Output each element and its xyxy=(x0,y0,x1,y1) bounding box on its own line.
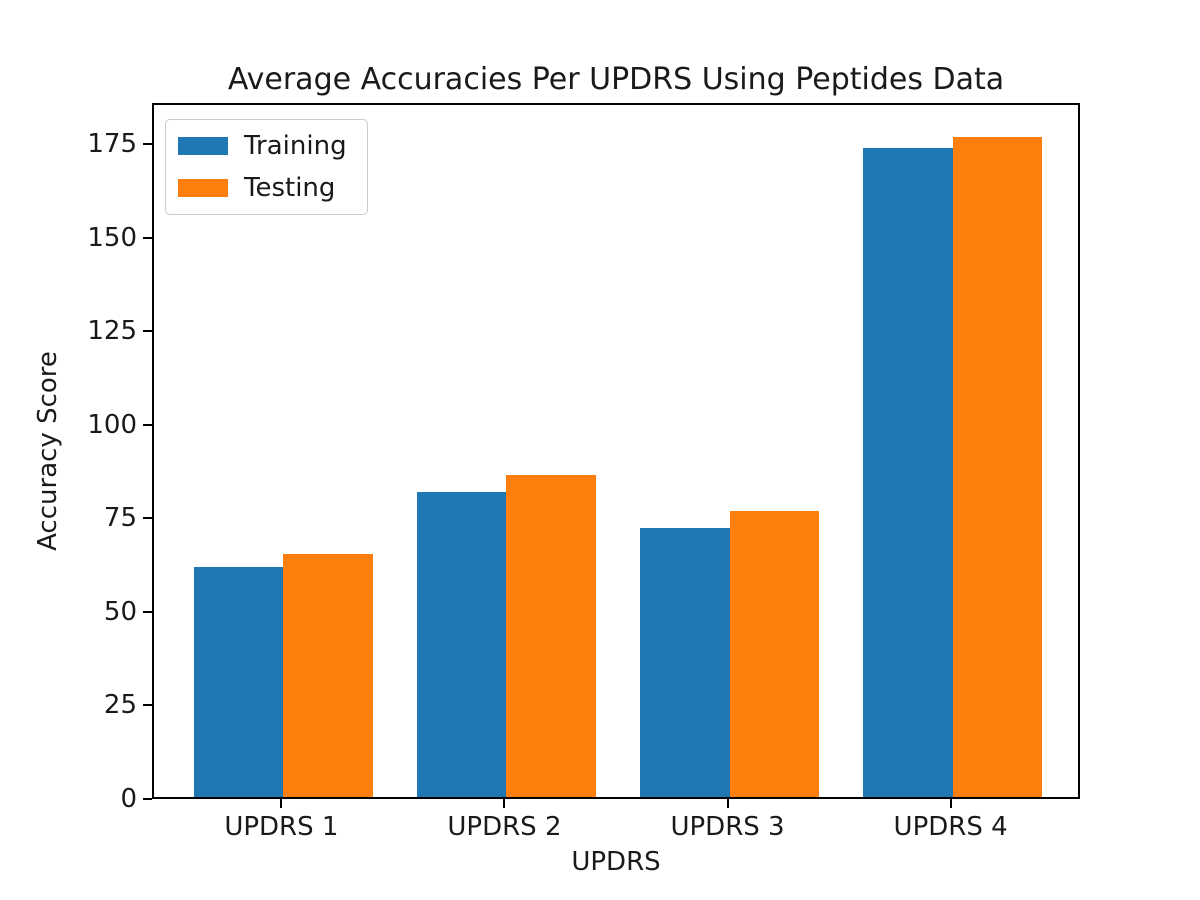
bar-testing-updrs-3 xyxy=(729,510,819,797)
legend-swatch-testing xyxy=(178,179,228,197)
y-tick-label: 25 xyxy=(103,690,137,721)
y-tick-mark xyxy=(143,517,152,520)
x-tick-label-updrs-4: UPDRS 4 xyxy=(893,812,1008,842)
y-tick-label: 100 xyxy=(87,409,137,440)
x-tick-label-updrs-3: UPDRS 3 xyxy=(670,812,785,842)
y-tick-label: 175 xyxy=(87,129,137,160)
y-tick-mark xyxy=(143,423,152,426)
legend-swatch-training xyxy=(178,137,228,155)
bar-testing-updrs-4 xyxy=(952,136,1042,797)
y-tick-label: 150 xyxy=(87,222,137,253)
bar-training-updrs-1 xyxy=(194,566,284,797)
bar-testing-updrs-2 xyxy=(506,475,596,797)
y-tick-label: 0 xyxy=(120,784,137,814)
y-tick-label: 125 xyxy=(87,316,137,347)
x-axis-label: UPDRS xyxy=(571,847,661,877)
bar-testing-updrs-1 xyxy=(283,553,373,797)
y-tick-label: 75 xyxy=(103,503,137,534)
bar-training-updrs-3 xyxy=(640,527,730,797)
legend-item-training: Training xyxy=(178,130,347,162)
y-tick-mark xyxy=(143,704,152,707)
y-tick-label: 50 xyxy=(103,596,137,627)
legend: Training Testing xyxy=(165,119,368,215)
legend-label-training: Training xyxy=(244,131,347,161)
y-tick-mark xyxy=(143,236,152,239)
y-tick-mark xyxy=(143,610,152,613)
legend-label-testing: Testing xyxy=(244,173,336,203)
plot-area: Training Testing xyxy=(152,103,1080,799)
x-tick-mark xyxy=(726,799,729,808)
legend-item-testing: Testing xyxy=(178,172,347,204)
chart-title: Average Accuracies Per UPDRS Using Pepti… xyxy=(227,62,1005,97)
bar-training-updrs-4 xyxy=(863,147,953,797)
x-tick-label-updrs-1: UPDRS 1 xyxy=(224,812,339,842)
bar-training-updrs-2 xyxy=(417,492,507,797)
x-tick-mark xyxy=(280,799,283,808)
y-tick-mark xyxy=(143,798,152,800)
x-tick-mark xyxy=(949,799,952,808)
y-tick-mark xyxy=(143,143,152,146)
x-tick-label-updrs-2: UPDRS 2 xyxy=(447,812,562,842)
x-tick-mark xyxy=(503,799,506,808)
y-tick-mark xyxy=(143,330,152,333)
